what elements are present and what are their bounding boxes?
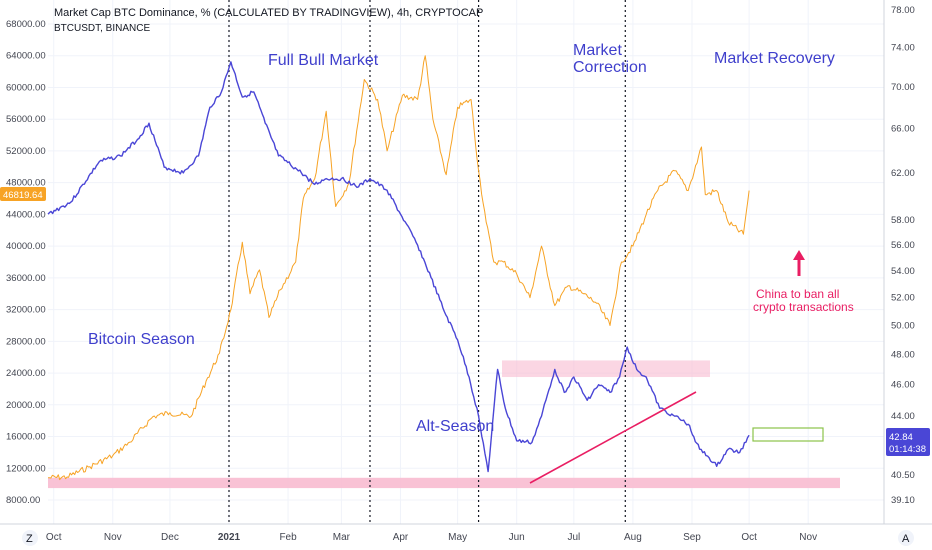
right-axis-tick: 78.00 <box>891 5 915 16</box>
left-axis-tick: 52000.00 <box>6 146 46 157</box>
left-axis-tick: 40000.00 <box>6 241 46 252</box>
right-axis-tick: 44.00 <box>891 411 915 422</box>
x-axis-tick: Nov <box>104 532 122 543</box>
left-axis-tick: 44000.00 <box>6 209 46 220</box>
x-axis-tick: May <box>448 532 467 543</box>
dominance-badge: 42.84 01:14:38 <box>886 428 930 456</box>
left-axis-tick: 8000.00 <box>6 495 40 506</box>
annotation-china-2: crypto transactions <box>753 300 854 314</box>
left-axis-tick: 64000.00 <box>6 51 46 62</box>
x-axis-tick: Mar <box>333 532 351 543</box>
right-axis-tick: 39.10 <box>891 495 915 506</box>
left-price-axis[interactable]: 68000.00 64000.00 60000.00 56000.00 52000.00… <box>6 19 46 506</box>
right-axis-tick: 48.00 <box>891 349 915 360</box>
left-axis-tick: 56000.00 <box>6 114 46 125</box>
x-axis-tick: Sep <box>683 532 701 543</box>
right-axis-tick: 58.00 <box>891 215 915 226</box>
annotation-bitcoin-season: Bitcoin Season <box>88 331 195 348</box>
right-axis-tick: 52.00 <box>891 293 915 304</box>
right-axis-tick: 62.00 <box>891 168 915 179</box>
time-axis[interactable]: Oct Nov Dec 2021 Feb Mar Apr May Jun Jul Aug Sep Oct… <box>46 532 817 543</box>
x-axis-tick: Jul <box>567 532 580 543</box>
right-axis-tick: 40.50 <box>891 470 915 481</box>
right-axis-tick: 50.00 <box>891 321 915 332</box>
resistance-zone <box>502 360 710 378</box>
left-axis-tick: 48000.00 <box>6 178 46 189</box>
right-axis-tick: 56.00 <box>891 240 915 251</box>
left-axis-tick: 12000.00 <box>6 463 46 474</box>
trend-line <box>529 391 697 484</box>
dominance-badge-countdown: 01:14:38 <box>889 444 926 455</box>
left-axis-tick: 16000.00 <box>6 432 46 443</box>
x-axis-tick: Nov <box>799 532 817 543</box>
chart-header-subtitle: BTCUSDT, BINANCE <box>54 23 150 34</box>
support-zone <box>48 477 840 489</box>
left-axis-tick: 24000.00 <box>6 368 46 379</box>
right-axis-tick: 54.00 <box>891 266 915 277</box>
right-axis-tick: 70.00 <box>891 82 915 93</box>
btc-price-badge-text: 46819.64 <box>3 190 43 201</box>
annotation-correction-1: Market <box>573 42 622 59</box>
zoom-button[interactable]: Z <box>22 530 38 546</box>
dominance-badge-value: 42.84 <box>889 432 913 443</box>
chart-header-title: Market Cap BTC Dominance, % (CALCULATED … <box>54 7 483 19</box>
x-axis-tick: Jun <box>509 532 525 543</box>
x-axis-tick: Dec <box>161 532 179 543</box>
x-axis-tick: Apr <box>393 532 409 543</box>
annotation-china-1: China to ban all <box>756 287 839 301</box>
auto-scale-button[interactable]: A <box>898 530 914 546</box>
right-axis-tick: 66.00 <box>891 124 915 135</box>
left-axis-tick: 60000.00 <box>6 82 46 93</box>
left-axis-tick: 36000.00 <box>6 273 46 284</box>
x-axis-tick: Feb <box>279 532 297 543</box>
left-axis-tick: 32000.00 <box>6 305 46 316</box>
annotation-alt-season: Alt-Season <box>416 418 494 435</box>
right-axis-tick: 46.00 <box>891 380 915 391</box>
annotation-full-bull: Full Bull Market <box>268 52 379 69</box>
arrow-up-icon <box>793 250 805 276</box>
grid <box>48 0 884 524</box>
right-axis-tick: 74.00 <box>891 42 915 53</box>
left-axis-tick: 68000.00 <box>6 19 46 30</box>
auto-scale-button-label: A <box>902 533 910 545</box>
x-axis-tick: Oct <box>46 532 62 543</box>
x-axis-tick: 2021 <box>218 532 241 543</box>
right-price-axis[interactable]: 78.00 74.00 70.00 66.00 62.00 58.00 56.00 54.00… <box>891 5 915 506</box>
btc-dominance-line[interactable] <box>47 61 750 473</box>
zoom-button-label: Z <box>26 533 33 545</box>
left-axis-tick: 20000.00 <box>6 400 46 411</box>
btc-price-badge: 46819.64 <box>0 187 46 201</box>
x-axis-tick: Aug <box>624 532 642 543</box>
annotation-recovery: Market Recovery <box>714 50 835 67</box>
consolidation-box <box>752 427 824 442</box>
annotation-correction-2: Correction <box>573 59 647 76</box>
left-axis-tick: 28000.00 <box>6 336 46 347</box>
btc-price-line[interactable] <box>47 55 750 481</box>
x-axis-tick: Oct <box>741 532 757 543</box>
vertical-markers <box>228 0 626 524</box>
